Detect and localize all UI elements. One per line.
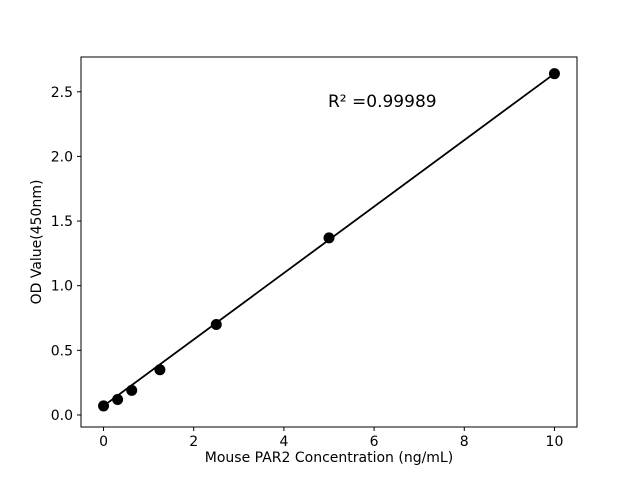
x-axis-label: Mouse PAR2 Concentration (ng/mL): [205, 450, 453, 466]
y-axis-tick-label: 0.5: [51, 343, 73, 359]
x-axis-tick-label: 0: [99, 434, 108, 450]
x-axis-tick-label: 10: [546, 434, 564, 450]
y-axis-tick-label: 2.5: [51, 85, 73, 101]
y-axis-label: OD Value(450nm): [29, 180, 45, 305]
data-point: [98, 400, 110, 412]
axes-spines: [80, 56, 578, 428]
data-point: [154, 364, 166, 376]
r-squared-annotation: R² =0.99989: [328, 92, 437, 112]
data-point: [323, 232, 335, 244]
data-point: [112, 393, 124, 405]
y-axis-tick-label: 2.0: [51, 149, 73, 165]
data-point: [126, 384, 138, 396]
x-axis-tick-label: 2: [189, 434, 198, 450]
y-axis-tick-label: 1.0: [51, 279, 73, 295]
y-axis-tick-label: 1.5: [51, 214, 73, 230]
y-axis-tick-label: 0.0: [51, 408, 73, 424]
x-axis-tick-label: 6: [370, 434, 379, 450]
data-point: [548, 68, 560, 80]
x-axis-tick-label: 4: [279, 434, 288, 450]
data-point: [210, 318, 222, 330]
x-axis-tick-label: 8: [460, 434, 469, 450]
